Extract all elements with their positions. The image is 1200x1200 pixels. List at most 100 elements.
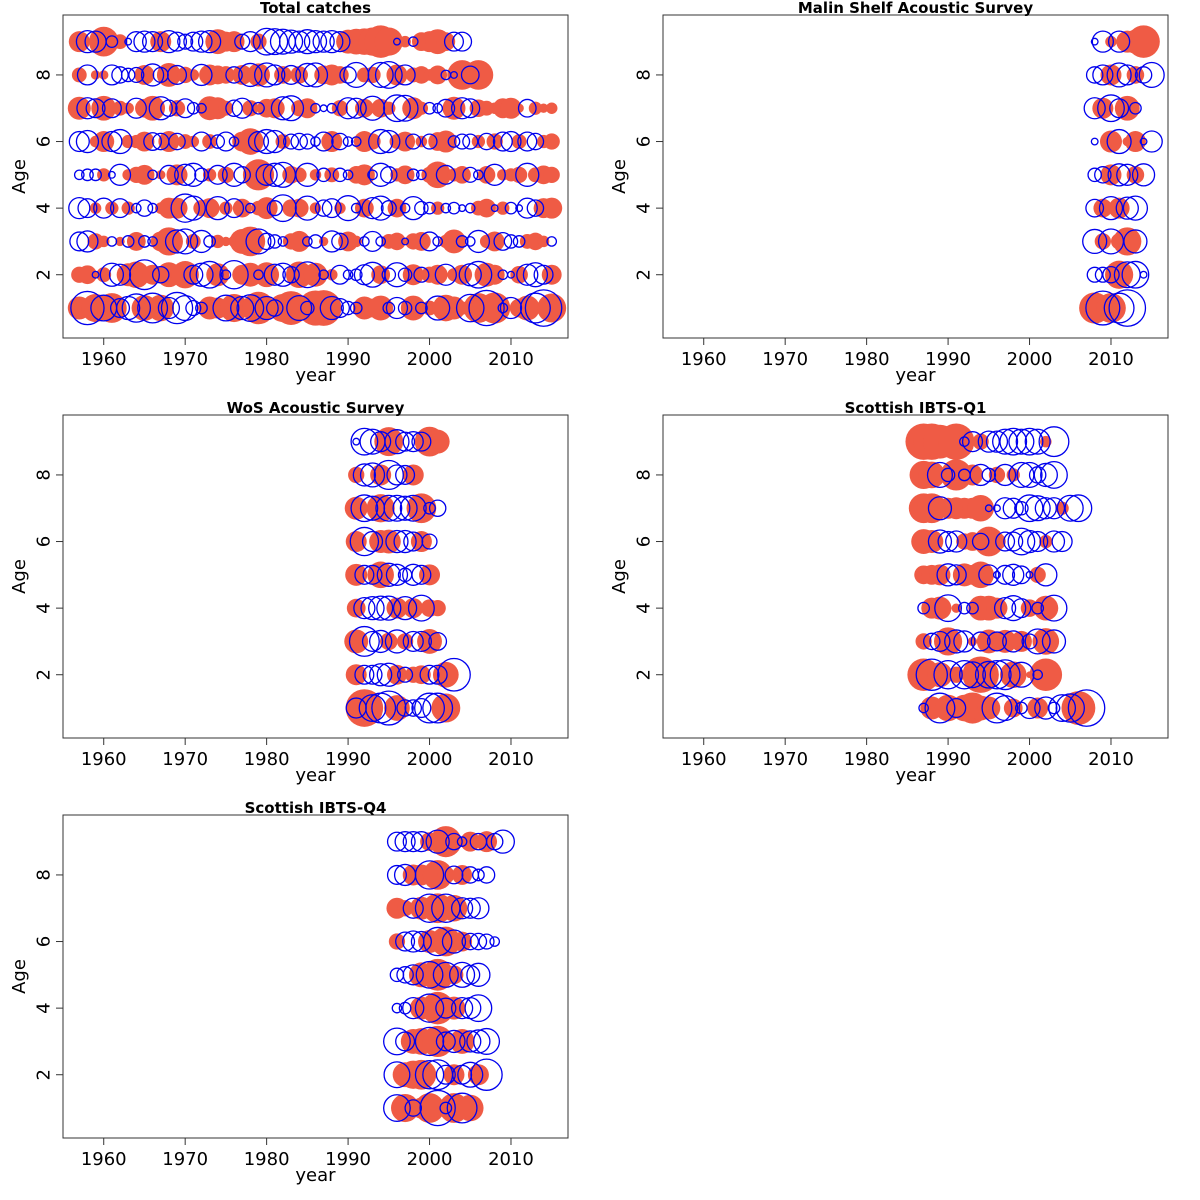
bubble-negative [421, 533, 438, 550]
bubble-positive [367, 561, 394, 589]
bubble-positive [402, 464, 424, 486]
bubble-negative [137, 292, 169, 324]
bubble-negative [483, 163, 506, 186]
bubble-negative [405, 133, 422, 150]
bubble-negative [264, 64, 286, 86]
bubble-negative [1108, 289, 1147, 327]
bubble-positive [1127, 25, 1160, 58]
bubble-negative [93, 197, 115, 219]
bubble-negative [407, 594, 435, 622]
bubble-positive [324, 167, 340, 183]
bubble-negative [383, 94, 411, 123]
bubble-positive [219, 293, 249, 323]
bubble-negative [992, 428, 1019, 455]
bubble-negative [1015, 427, 1044, 456]
bubble-negative [68, 130, 90, 153]
bubble-positive [156, 62, 181, 87]
bubble-positive [988, 466, 1006, 484]
bubble-negative [396, 699, 414, 717]
bubble-negative [392, 595, 418, 621]
bubble-positive [345, 664, 367, 686]
bubble-negative [170, 193, 200, 223]
bubble-negative [245, 228, 272, 255]
bubble-negative [437, 657, 471, 692]
bubble-negative [490, 829, 515, 854]
bubble-negative [503, 234, 519, 249]
bubble-positive [928, 596, 952, 620]
bubble-negative [436, 98, 456, 118]
bubble-negative [1056, 494, 1084, 522]
bubble-negative [225, 99, 243, 118]
bubble-positive [232, 198, 252, 218]
bubble-negative [1094, 166, 1112, 184]
bubble-layer [1079, 25, 1165, 327]
bubble-negative [151, 265, 170, 284]
bubble-negative [1122, 195, 1149, 221]
bubble-negative [267, 234, 283, 249]
bubble-positive [400, 295, 426, 321]
bubble-positive [538, 103, 549, 113]
bubble-negative [183, 264, 204, 285]
y-tick-label: 8 [33, 869, 54, 880]
bubble-negative [464, 260, 493, 289]
bubble-negative [383, 1094, 411, 1122]
bubble-negative [342, 136, 354, 147]
bubble-negative [108, 163, 132, 186]
panel-malin-shelf-acoustic-survey: Malin Shelf Acoustic Survey year Age 196… [609, 0, 1169, 386]
bubble-positive [545, 102, 558, 114]
bubble-negative [1002, 497, 1024, 519]
x-tick-label: 2000 [1007, 349, 1053, 370]
bubble-negative [121, 235, 135, 248]
bubble-negative [89, 168, 102, 182]
bubble-negative [263, 263, 286, 286]
bubble-negative [75, 129, 100, 154]
bubble-positive [123, 261, 150, 289]
bubble-positive [348, 466, 365, 484]
bubble-negative [524, 289, 563, 327]
bubble-positive [366, 494, 395, 523]
bubble-negative [203, 235, 217, 248]
bubble-negative [340, 300, 356, 316]
bubble-negative [349, 301, 363, 315]
bubble-negative [316, 167, 331, 183]
bubble-negative [380, 166, 398, 184]
bubble-negative [361, 530, 384, 553]
bubble-negative [257, 232, 276, 251]
bubble-negative [425, 829, 450, 854]
bubble-negative [157, 296, 181, 320]
bubble-negative [368, 663, 393, 687]
bubble-negative [205, 195, 230, 221]
bubble-negative [352, 437, 361, 446]
y-tick-label: 4 [633, 202, 654, 213]
bubble-negative [402, 831, 424, 853]
bubble-positive [1099, 130, 1122, 153]
bubble-negative [73, 169, 85, 181]
bubble-positive [68, 31, 90, 53]
bubble-negative [1034, 497, 1057, 520]
bubble-negative [946, 697, 967, 719]
bubble-negative [923, 632, 941, 651]
bubble-negative [399, 202, 411, 214]
bubble-negative [189, 262, 214, 287]
bubble-negative [1107, 30, 1131, 53]
bubble-negative [401, 237, 410, 246]
bubble-positive [134, 64, 155, 85]
bubble-positive [291, 167, 307, 183]
bubble-negative [294, 195, 320, 221]
bubble-positive [541, 197, 563, 219]
bubble-positive [967, 561, 994, 589]
bubble-negative [392, 495, 418, 521]
bubble-negative [419, 664, 440, 685]
bubble-negative [1024, 428, 1051, 455]
bubble-positive [350, 235, 362, 248]
bubble-negative [384, 429, 410, 455]
bubble-negative [181, 162, 206, 187]
bubble-positive [425, 429, 450, 454]
bubble-negative [1025, 570, 1034, 579]
x-tick-label: 1980 [244, 1149, 290, 1170]
x-tick-label: 1970 [762, 749, 808, 770]
bubble-negative [397, 666, 414, 683]
bubble-negative [467, 897, 490, 920]
bubble-negative [1031, 601, 1045, 615]
bubble-negative [449, 70, 458, 79]
